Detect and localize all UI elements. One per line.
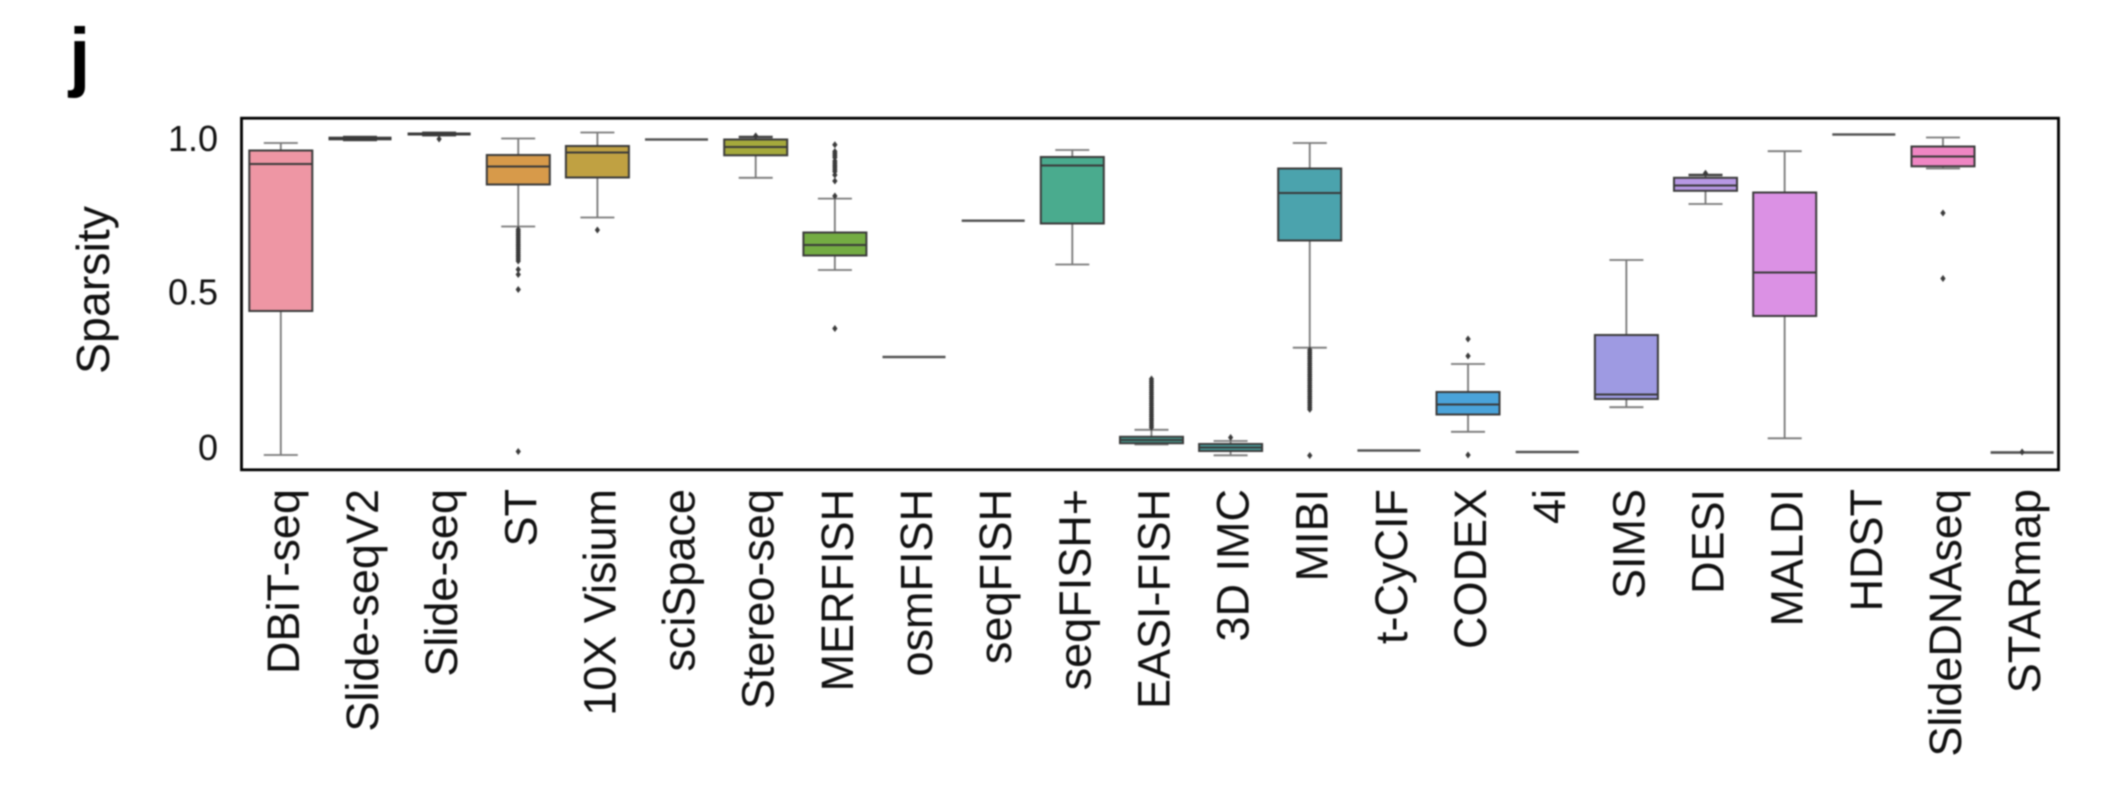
svg-text:0: 0 xyxy=(198,427,218,468)
svg-text:HDST: HDST xyxy=(1841,489,1892,612)
svg-text:ST: ST xyxy=(495,489,546,547)
svg-text:CODEX: CODEX xyxy=(1445,489,1496,649)
svg-text:MERFISH: MERFISH xyxy=(812,489,863,692)
svg-text:1.0: 1.0 xyxy=(168,118,218,159)
svg-text:sciSpace: sciSpace xyxy=(654,489,705,672)
svg-text:seqFISH: seqFISH xyxy=(970,489,1021,664)
svg-text:0.5: 0.5 xyxy=(168,272,218,313)
svg-text:Slide-seqV2: Slide-seqV2 xyxy=(337,489,388,732)
svg-text:seqFISH+: seqFISH+ xyxy=(1049,489,1100,690)
svg-text:DESI: DESI xyxy=(1683,489,1734,594)
svg-text:STARmap: STARmap xyxy=(1999,489,2050,693)
svg-text:MIBI: MIBI xyxy=(1287,489,1338,582)
svg-text:t-CyCIF: t-CyCIF xyxy=(1366,489,1417,644)
svg-text:EASI-FISH: EASI-FISH xyxy=(1129,489,1180,709)
svg-text:SIMS: SIMS xyxy=(1603,489,1654,599)
svg-text:10X Visium: 10X Visium xyxy=(574,489,625,716)
svg-text:MALDI: MALDI xyxy=(1762,489,1813,627)
svg-text:osmFISH: osmFISH xyxy=(891,489,942,677)
svg-text:4i: 4i xyxy=(1524,489,1575,524)
svg-text:Slide-seq: Slide-seq xyxy=(416,489,467,677)
svg-text:3D IMC: 3D IMC xyxy=(1208,489,1259,642)
svg-text:Sparsity: Sparsity xyxy=(67,205,119,374)
svg-text:j: j xyxy=(67,13,90,99)
svg-text:SlideDNAseq: SlideDNAseq xyxy=(1920,489,1971,757)
svg-text:DBiT-seq: DBiT-seq xyxy=(258,489,309,674)
svg-text:Stereo-seq: Stereo-seq xyxy=(733,489,784,709)
